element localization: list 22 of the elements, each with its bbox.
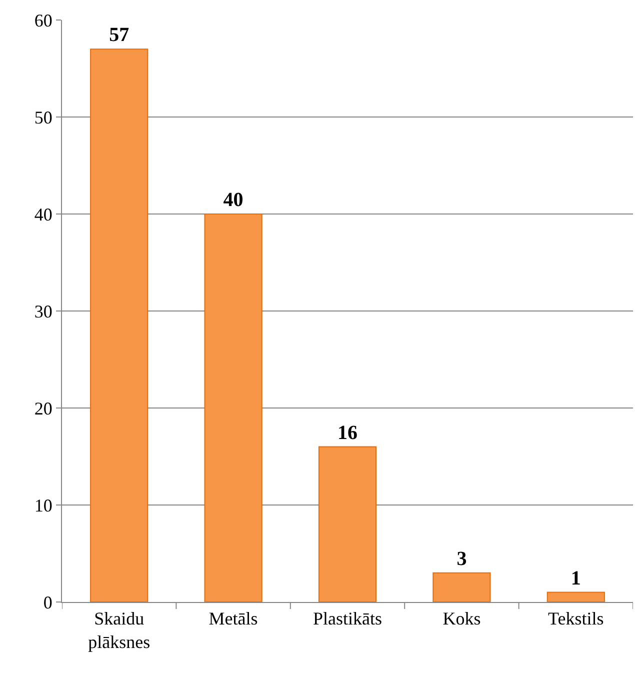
- y-tick-label: 60: [34, 10, 52, 30]
- bar: [546, 592, 605, 602]
- bar: [90, 48, 148, 602]
- y-tick-label: 20: [34, 398, 52, 418]
- x-tick-label: Metāls: [208, 608, 258, 629]
- y-tick-label: 50: [34, 107, 52, 128]
- x-tick-label: Tekstils: [548, 608, 604, 629]
- data-label: 1: [570, 567, 581, 590]
- y-tick-label: 40: [34, 204, 52, 224]
- bar: [432, 572, 491, 602]
- bar: [318, 446, 377, 602]
- x-tick-label: Koks: [442, 608, 481, 629]
- data-label: 3: [456, 548, 467, 570]
- bar: [204, 214, 262, 602]
- data-label: 40: [223, 189, 244, 211]
- data-label: 16: [338, 422, 358, 444]
- x-tick-label: Skaidu plāksnes: [88, 608, 150, 652]
- y-tick-label: 30: [34, 301, 52, 322]
- x-tick-label: Plastikāts: [312, 608, 382, 629]
- y-tick-label: 10: [34, 495, 52, 516]
- data-label: 57: [109, 24, 130, 46]
- y-tick-label: 0: [43, 592, 52, 612]
